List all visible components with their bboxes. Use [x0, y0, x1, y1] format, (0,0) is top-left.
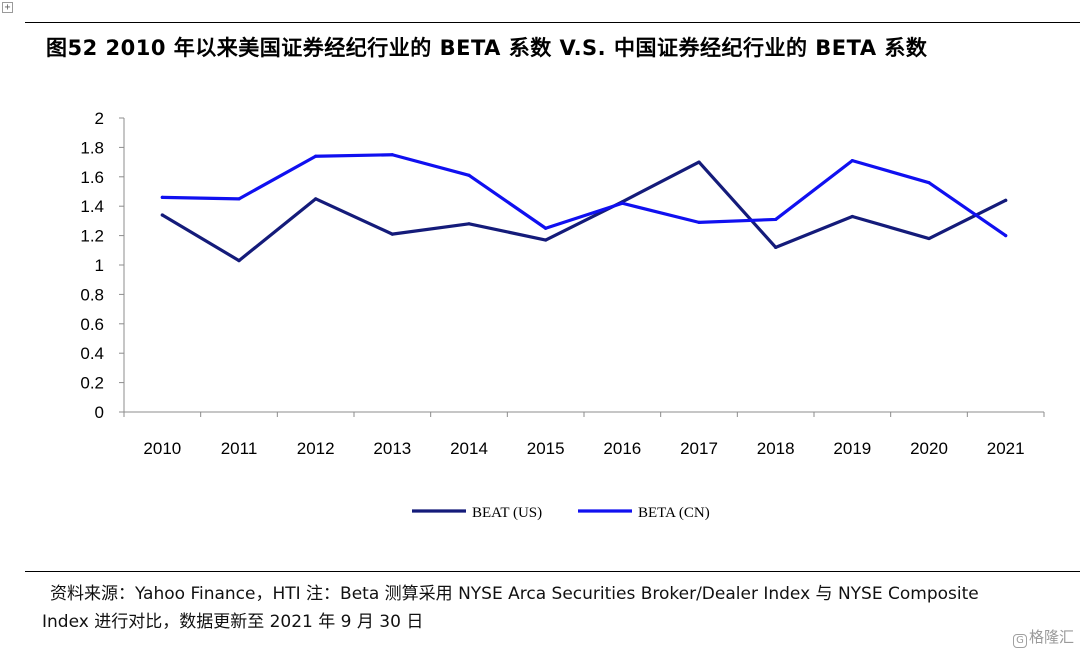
- chart-legend: BEAT (US) BETA (CN): [412, 505, 710, 521]
- y-tick-label: 1: [95, 256, 104, 275]
- data-point: [620, 201, 624, 205]
- data-point: [314, 154, 318, 158]
- series-line-2: [160, 153, 1008, 238]
- x-tick-label: 2019: [833, 439, 871, 458]
- data-point: [237, 258, 241, 263]
- data-point: [1004, 234, 1008, 238]
- x-tick-label: 2014: [450, 439, 488, 458]
- data-point: [390, 153, 394, 157]
- data-point: [774, 217, 778, 222]
- y-tick-label: 1.4: [80, 197, 104, 216]
- gelonghui-logo-icon: G: [1012, 634, 1027, 648]
- chart-series: [160, 153, 1008, 263]
- data-point: [160, 213, 164, 217]
- data-point: [697, 160, 701, 164]
- y-tick-label: 0: [95, 403, 104, 422]
- source-note-line-1: 资料来源：Yahoo Finance，HTI 注：Beta 测算采用 NYSE …: [50, 584, 979, 604]
- watermark-text: 格隆汇: [1028, 628, 1074, 646]
- data-point: [160, 195, 164, 199]
- watermark: G 格隆汇: [1012, 626, 1074, 648]
- data-point: [850, 214, 854, 219]
- data-point: [1004, 198, 1008, 202]
- top-rule: [25, 22, 1080, 23]
- y-tick-label: 0.6: [80, 315, 104, 334]
- data-point: [467, 222, 471, 226]
- data-point: [237, 197, 241, 201]
- data-point: [850, 159, 854, 163]
- x-tick-label: 2020: [910, 439, 948, 458]
- chart-axes: 0 0.2 0.4 0.6 0.8 1 1.2 1.4 1.6 1.8 2 2010 2011 2012 2…: [80, 109, 1045, 458]
- expand-icon[interactable]: +: [2, 2, 13, 13]
- data-point: [927, 236, 931, 241]
- y-tick-label: 2: [95, 109, 104, 128]
- x-tick-label: 2017: [680, 439, 718, 458]
- data-point: [544, 238, 548, 242]
- source-note-line-2: Index 进行对比，数据更新至 2021 年 9 月 30 日: [42, 612, 424, 632]
- y-tick-label: 1.8: [80, 138, 104, 157]
- source-note: 资料来源：Yahoo Finance，HTI 注：Beta 测算采用 NYSE …: [42, 580, 1056, 636]
- x-tick-label: 2021: [987, 439, 1025, 458]
- x-tick-label: 2018: [757, 439, 795, 458]
- y-tick-label: 1.2: [80, 227, 104, 246]
- legend-label: BETA (CN): [638, 505, 710, 521]
- x-tick-label: 2015: [527, 439, 565, 458]
- data-point: [927, 181, 931, 185]
- y-tick-label: 1.6: [80, 168, 104, 187]
- data-point: [697, 220, 701, 224]
- x-tick-label: 2012: [297, 439, 335, 458]
- x-tick-label: 2013: [373, 439, 411, 458]
- x-tick-label: 2016: [603, 439, 641, 458]
- series-line-1: [160, 160, 1008, 263]
- data-point: [314, 197, 318, 201]
- y-tick-label: 0.4: [80, 344, 104, 363]
- data-point: [390, 232, 394, 236]
- y-tick-label: 0.8: [80, 285, 104, 304]
- figure-title: 图52 2010 年以来美国证券经纪行业的 BETA 系数 V.S. 中国证券经…: [46, 36, 928, 60]
- bottom-rule: [25, 571, 1080, 572]
- y-tick-label: 0.2: [80, 374, 104, 393]
- data-point: [774, 245, 778, 249]
- legend-label: BEAT (US): [472, 505, 542, 521]
- data-point: [544, 226, 548, 230]
- x-tick-label: 2011: [221, 439, 258, 458]
- x-tick-label: 2010: [143, 439, 181, 458]
- data-point: [467, 173, 471, 177]
- line-chart: 0 0.2 0.4 0.6 0.8 1 1.2 1.4 1.6 1.8 2 2010 2011 2012 2…: [80, 109, 1045, 521]
